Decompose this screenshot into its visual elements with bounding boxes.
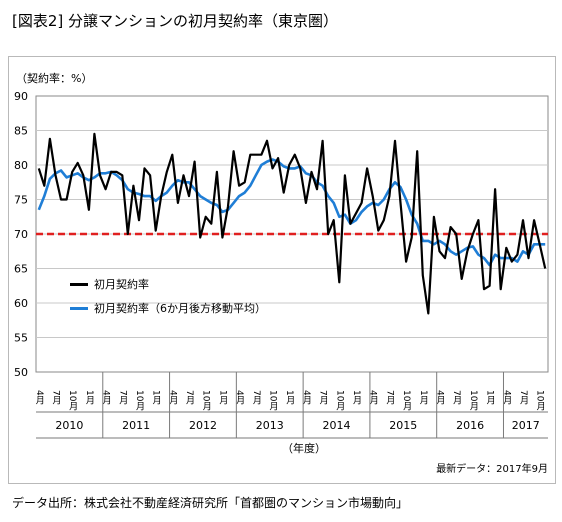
x-tick-label: 4月 [301, 390, 312, 406]
x-tick-label: 1月 [151, 390, 162, 406]
x-axis-label: （年度） [282, 441, 326, 455]
series-line-initial-contract-rate [37, 132, 547, 315]
x-tick-label: 10月 [468, 390, 479, 411]
x-tick-label: 1月 [485, 390, 496, 406]
x-tick-label: 4月 [234, 390, 245, 406]
x-tick-label: 4月 [434, 390, 445, 406]
legend-item-series-1: 初月契約率（6か月後方移動平均） [70, 296, 266, 320]
x-tick-label: 1月 [418, 390, 429, 406]
y-tick-label: 70 [14, 228, 28, 241]
x-tick-label: 10月 [201, 390, 212, 411]
y-tick-label: 65 [14, 263, 28, 276]
x-tick-label: 4月 [101, 390, 112, 406]
data-source: データ出所：株式会社不動産経済研究所「首都圏のマンション市場動向」 [12, 496, 409, 510]
x-tick-label: 4月 [501, 390, 512, 406]
year-label: 2015 [389, 419, 417, 432]
y-tick-label: 85 [14, 125, 28, 138]
y-tick-label: 55 [14, 332, 28, 345]
year-label: 2013 [256, 419, 284, 432]
x-tick-label: 7月 [117, 390, 128, 406]
x-tick-label: 4月 [368, 390, 379, 406]
y-tick-label: 60 [14, 297, 28, 310]
y-axis-unit-label: （契約率：%） [16, 72, 93, 85]
x-tick-label: 4月 [34, 390, 45, 406]
x-tick-label: 7月 [451, 390, 462, 406]
legend-swatch-black [70, 282, 88, 286]
x-tick-label: 7月 [318, 390, 329, 406]
x-tick-label: 10月 [268, 390, 279, 411]
x-tick-label: 10月 [401, 390, 412, 411]
y-tick-label: 80 [14, 159, 28, 172]
x-tick-label: 7月 [251, 390, 262, 406]
x-tick-label: 1月 [217, 390, 228, 406]
x-tick-label: 1月 [284, 390, 295, 406]
x-tick-label: 10月 [535, 390, 546, 411]
x-tick-label: 7月 [184, 390, 195, 406]
x-tick-label: 7月 [384, 390, 395, 406]
legend-label-series-0: 初月契約率 [94, 278, 149, 291]
x-tick-label: 10月 [134, 390, 145, 411]
x-tick-label: 10月 [334, 390, 345, 411]
x-tick-label: 7月 [518, 390, 529, 406]
year-label: 2012 [189, 419, 217, 432]
x-tick-label: 10月 [67, 390, 78, 411]
x-tick-label: 1月 [84, 390, 95, 406]
year-label: 2016 [456, 419, 484, 432]
year-label: 2011 [122, 419, 150, 432]
legend-label-series-1: 初月契約率（6か月後方移動平均） [94, 302, 266, 315]
legend-item-series-0: 初月契約率 [70, 272, 266, 296]
legend-swatch-blue [70, 306, 88, 310]
year-label: 2014 [323, 419, 351, 432]
chart-title: [図表2] 分譲マンションの初月契約率（東京圏） [12, 12, 339, 30]
year-label: 2017 [512, 419, 540, 432]
latest-data-note: 最新データ：2017年9月 [436, 464, 548, 475]
y-tick-label: 90 [14, 90, 28, 103]
year-label: 2010 [55, 419, 83, 432]
y-tick-label: 75 [14, 194, 28, 207]
y-tick-label: 50 [14, 366, 28, 379]
chart-frame [8, 56, 556, 484]
x-tick-label: 1月 [351, 390, 362, 406]
x-tick-label: 7月 [50, 390, 61, 406]
chart-legend: 初月契約率 初月契約率（6か月後方移動平均） [70, 272, 266, 320]
x-tick-label: 4月 [167, 390, 178, 406]
